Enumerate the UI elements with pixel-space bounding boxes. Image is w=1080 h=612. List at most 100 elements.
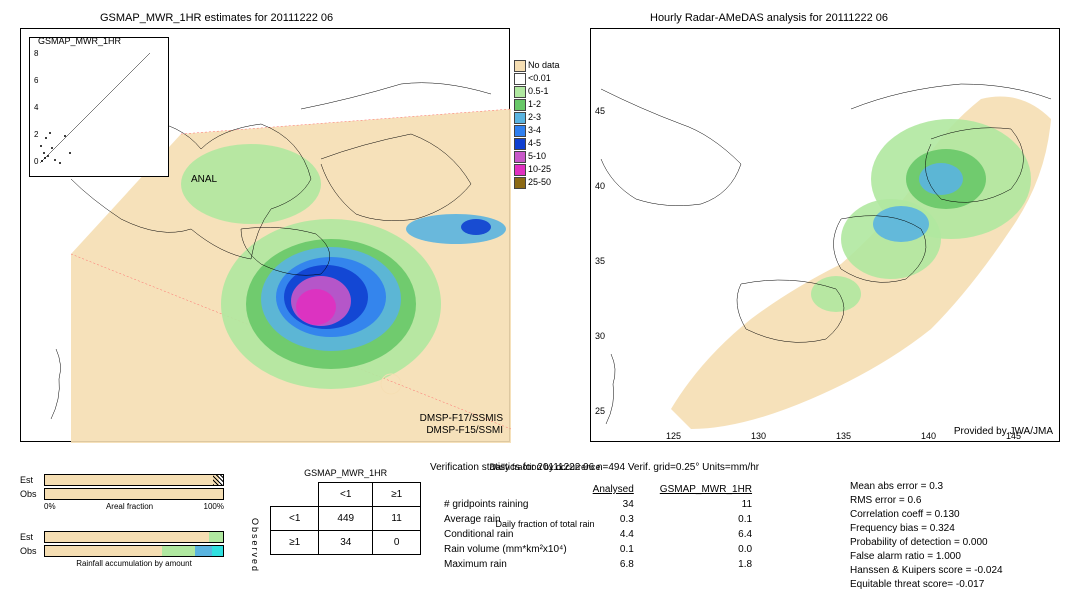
legend-label: 10-25 bbox=[528, 163, 551, 176]
stats-hdr: Analysed bbox=[581, 483, 646, 496]
ct-col-1: ≥1 bbox=[373, 483, 421, 507]
bar2-xlabel-row: Rainfall accumulation by amount bbox=[44, 559, 224, 568]
bar-label: Est bbox=[20, 532, 44, 542]
stats-hdr bbox=[432, 483, 579, 496]
legend-row: 5-10 bbox=[514, 150, 554, 163]
metric-line: Hanssen & Kuipers score = -0.024 bbox=[850, 564, 1003, 578]
inset-y8: 8 bbox=[34, 49, 39, 58]
lat-25: 25 bbox=[595, 406, 605, 416]
inset-svg: 8 6 4 2 0 bbox=[30, 38, 170, 178]
legend-swatch bbox=[514, 73, 526, 85]
bar-seg bbox=[209, 532, 223, 542]
precip-p2 bbox=[296, 289, 336, 325]
bar1-xlabel: Areal fraction bbox=[106, 502, 153, 511]
stats-metrics: Mean abs error = 0.3RMS error = 0.6Corre… bbox=[850, 480, 1003, 592]
precip-east1 bbox=[406, 214, 506, 244]
legend-label: 25-50 bbox=[528, 176, 551, 189]
coast-taiwan bbox=[51, 349, 60, 419]
lon-130: 130 bbox=[751, 431, 766, 441]
legend-row: 10-25 bbox=[514, 163, 554, 176]
inset-title: GSMAP_MWR_1HR bbox=[38, 36, 121, 46]
inset-y0: 0 bbox=[34, 157, 39, 166]
ct-side: Observed bbox=[250, 518, 260, 573]
bar-track bbox=[44, 545, 224, 557]
legend-row: 1-2 bbox=[514, 98, 554, 111]
bar-label: Obs bbox=[20, 546, 44, 556]
bar-track bbox=[44, 488, 224, 500]
bar-seg bbox=[45, 546, 162, 556]
satellite-labels: DMSP-F17/SSMIS DMSP-F15/SSMI bbox=[420, 413, 503, 437]
contingency-table: GSMAP_MWR_1HR Observed <1 ≥1 <1 449 11 ≥… bbox=[270, 468, 421, 555]
metric-line: False alarm ratio = 1.000 bbox=[850, 550, 1003, 564]
inset-panel: GSMAP_MWR_1HR 8 6 4 2 0 bbox=[29, 37, 169, 177]
bar-label: Est bbox=[20, 475, 44, 485]
inset-y2: 2 bbox=[34, 130, 39, 139]
legend-row: 2-3 bbox=[514, 111, 554, 124]
legend-label: 3-4 bbox=[528, 124, 541, 137]
legend-row: 4-5 bbox=[514, 137, 554, 150]
lon-140: 140 bbox=[921, 431, 936, 441]
bar-label: Obs bbox=[20, 489, 44, 499]
legend-label: 4-5 bbox=[528, 137, 541, 150]
bar-seg bbox=[45, 532, 209, 542]
legend-row: <0.01 bbox=[514, 72, 554, 85]
bar1-xaxis: 0% Areal fraction 100% bbox=[44, 502, 224, 511]
stats-title: Verification statistics for 20111222 06 … bbox=[430, 462, 1070, 473]
left-map-panel: GSMAP_MWR_1HR 8 6 4 2 0 ANAL DMSP bbox=[20, 28, 510, 442]
stat-b: 0.0 bbox=[648, 543, 764, 556]
legend-swatch bbox=[514, 164, 526, 176]
ct-row-0: <1 bbox=[271, 507, 319, 531]
bar-fill bbox=[45, 475, 219, 485]
stat-b: 11 bbox=[648, 498, 764, 511]
stat-b: 6.4 bbox=[648, 528, 764, 541]
bar-seg bbox=[195, 546, 213, 556]
ct-10: 34 bbox=[319, 531, 373, 555]
right-title: Hourly Radar-AMeDAS analysis for 2011122… bbox=[650, 12, 888, 24]
legend-swatch bbox=[514, 151, 526, 163]
sat1: DMSP-F17/SSMIS bbox=[420, 413, 503, 425]
r-coast-taiwan bbox=[606, 354, 615, 424]
bar-track bbox=[44, 474, 224, 486]
stats-hdr: GSMAP_MWR_1HR bbox=[648, 483, 764, 496]
stat-a: 4.4 bbox=[581, 528, 646, 541]
bar-fill bbox=[45, 489, 223, 499]
metric-line: Mean abs error = 0.3 bbox=[850, 480, 1003, 494]
legend-swatch bbox=[514, 138, 526, 150]
legend-row: No data bbox=[514, 59, 554, 72]
anal-label: ANAL bbox=[191, 174, 217, 185]
legend-label: <0.01 bbox=[528, 72, 551, 85]
legend-swatch bbox=[514, 99, 526, 111]
legend-row: 0.5-1 bbox=[514, 85, 554, 98]
stat-b: 0.1 bbox=[648, 513, 764, 526]
bar1-xmin: 0% bbox=[44, 502, 56, 511]
r-coast-korea bbox=[601, 89, 741, 206]
stat-name: # gridpoints raining bbox=[432, 498, 579, 511]
metric-line: Correlation coeff = 0.130 bbox=[850, 508, 1003, 522]
legend-label: No data bbox=[528, 59, 560, 72]
color-legend: No data<0.010.5-11-22-33-44-55-1010-2525… bbox=[514, 59, 554, 189]
stats-table: AnalysedGSMAP_MWR_1HR # gridpoints rainin… bbox=[430, 481, 766, 573]
stat-a: 0.1 bbox=[581, 543, 646, 556]
lat-45: 45 bbox=[595, 106, 605, 116]
legend-swatch bbox=[514, 112, 526, 124]
lon-135: 135 bbox=[836, 431, 851, 441]
metric-line: Equitable threat score= -0.017 bbox=[850, 578, 1003, 592]
legend-swatch bbox=[514, 86, 526, 98]
inset-y6: 6 bbox=[34, 76, 39, 85]
ct-01: 11 bbox=[373, 507, 421, 531]
ct-row-1: ≥1 bbox=[271, 531, 319, 555]
bar2-xlabel: Rainfall accumulation by amount bbox=[76, 559, 192, 568]
stat-a: 0.3 bbox=[581, 513, 646, 526]
lat-35: 35 bbox=[595, 256, 605, 266]
stat-a: 34 bbox=[581, 498, 646, 511]
legend-swatch bbox=[514, 60, 526, 72]
legend-label: 2-3 bbox=[528, 111, 541, 124]
stat-b: 1.8 bbox=[648, 558, 764, 571]
bar-track bbox=[44, 531, 224, 543]
ct-header: GSMAP_MWR_1HR bbox=[270, 468, 421, 478]
legend-label: 5-10 bbox=[528, 150, 546, 163]
ct-col-0: <1 bbox=[319, 483, 373, 507]
bar1-xmax: 100% bbox=[204, 502, 224, 511]
stat-name: Maximum rain bbox=[432, 558, 579, 571]
provided-by: Provided by JWA/JMA bbox=[954, 426, 1053, 437]
